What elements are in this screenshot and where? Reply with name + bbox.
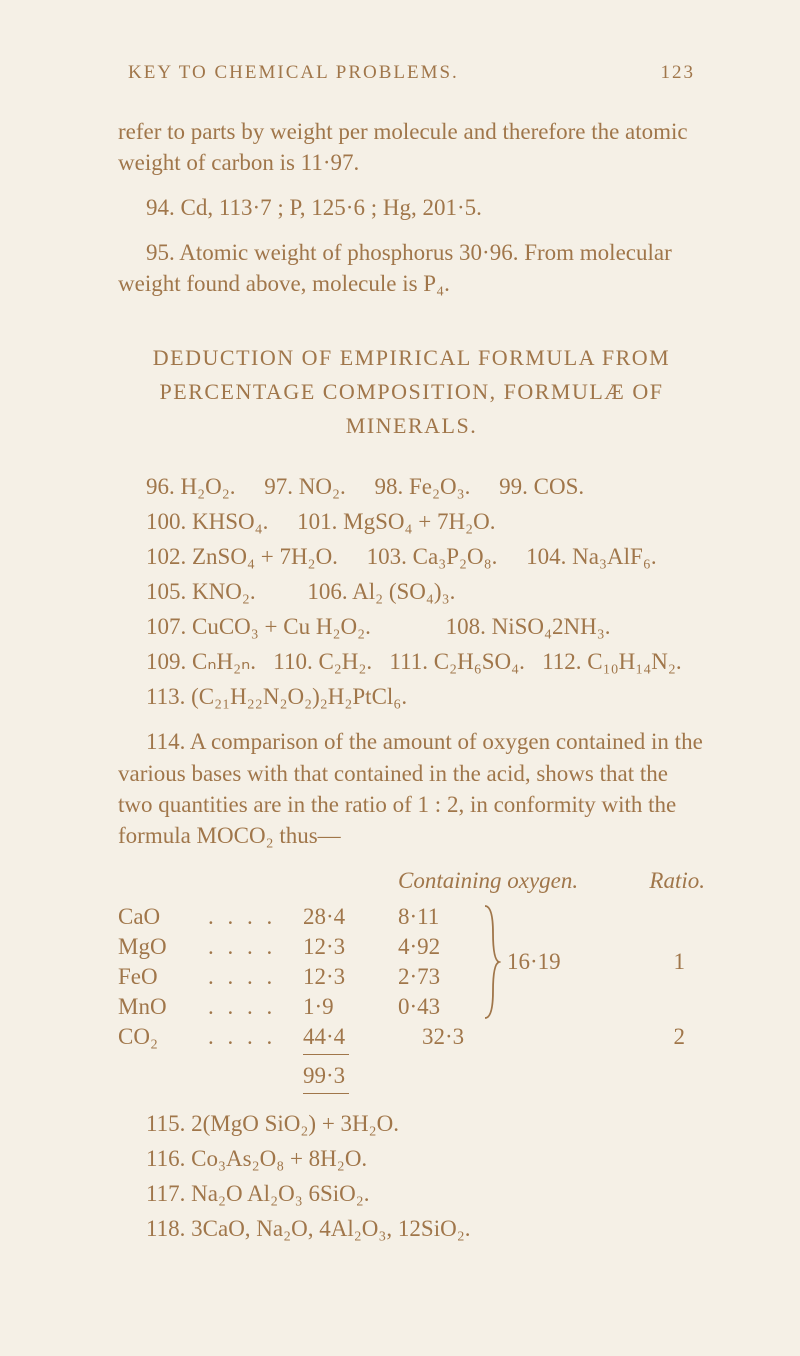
col-dots: . . . . bbox=[208, 1022, 303, 1052]
cell-v2: 32·3 bbox=[398, 1022, 483, 1052]
col-name: CaO MgO FeO MnO bbox=[118, 902, 208, 1022]
intro-p1: refer to parts by weight per molecule an… bbox=[118, 116, 705, 178]
col-brace-empty bbox=[483, 1022, 503, 1052]
cell-ratio: 2 bbox=[674, 1022, 686, 1052]
cell-dots: . . . . bbox=[208, 902, 303, 932]
underlined-value: 44·4 bbox=[303, 1022, 349, 1055]
formula-line: 102. ZnSO₄ + 7H₂O. 103. Ca₃P₂O₈. 104. Na… bbox=[118, 541, 705, 572]
cell-name: MgO bbox=[118, 932, 208, 962]
col-val3-empty bbox=[503, 1022, 587, 1052]
col-val1: 28·4 12·3 12·3 1·9 bbox=[303, 902, 388, 1022]
col-empty bbox=[118, 1060, 208, 1094]
footer-list: 115. 2(MgO SiO₂) + 3H₂O. 116. Co₃As₂O₈ +… bbox=[118, 1108, 705, 1244]
cell-v1: 28·4 bbox=[303, 902, 388, 932]
cell-v2: 4·92 bbox=[398, 932, 483, 962]
formula-line: 109. CₙH₂ₙ. 110. C₂H₂. 111. C₂H₆SO₄. 112… bbox=[118, 646, 705, 677]
col-brace-value: 16·19 bbox=[503, 902, 587, 1022]
cell-dots: . . . . bbox=[208, 962, 303, 992]
table-body-top: CaO MgO FeO MnO . . . . . . . . . . . . … bbox=[118, 902, 705, 1022]
underlined-sum: 99·3 bbox=[303, 1060, 349, 1094]
running-head: KEY TO CHEMICAL PROBLEMS. 123 bbox=[118, 60, 705, 86]
cell-v2: 8·11 bbox=[398, 902, 483, 932]
cell-name: CO₂ bbox=[118, 1022, 208, 1052]
footer-line: 116. Co₃As₂O₈ + 8H₂O. bbox=[118, 1143, 705, 1174]
cell-name: MnO bbox=[118, 992, 208, 1022]
oxygen-table: Containing oxygen. Ratio. CaO MgO FeO Mn… bbox=[118, 865, 705, 1094]
footer-line: 117. Na₂O Al₂O₃ 6SiO₂. bbox=[118, 1178, 705, 1209]
para-114: 114. A comparison of the amount of oxyge… bbox=[118, 726, 705, 850]
table-body-sum: 99·3 bbox=[118, 1060, 705, 1094]
col-val1: 44·4 bbox=[303, 1022, 388, 1052]
header-ratio: Ratio. bbox=[615, 865, 705, 896]
cell-name: FeO bbox=[118, 962, 208, 992]
table-header: Containing oxygen. Ratio. bbox=[118, 865, 705, 896]
header-spacer bbox=[118, 865, 388, 896]
cell-v1: 12·3 bbox=[303, 962, 388, 992]
footer-line: 115. 2(MgO SiO₂) + 3H₂O. bbox=[118, 1108, 705, 1139]
formula-line: 100. KHSO₄. 101. MgSO₄ + 7H₂O. bbox=[118, 506, 705, 537]
col-name: CO₂ bbox=[118, 1022, 208, 1052]
formula-line: 96. H₂O₂. 97. NO₂. 98. Fe₂O₃. 99. COS. bbox=[118, 471, 705, 502]
formula-line: 113. (C₂₁H₂₂N₂O₂)₂H₂PtCl₆. bbox=[118, 681, 705, 712]
col-dots: . . . . . . . . . . . . . . . . bbox=[208, 902, 303, 1022]
cell-v1: 1·9 bbox=[303, 992, 388, 1022]
col-ratio: 2 bbox=[587, 1022, 705, 1052]
page: KEY TO CHEMICAL PROBLEMS. 123 refer to p… bbox=[0, 0, 800, 1356]
cell-v2: 2·73 bbox=[398, 962, 483, 992]
col-brace-ratio: 1 bbox=[587, 902, 705, 1022]
cell-v1: 44·4 bbox=[303, 1022, 388, 1052]
brace-icon bbox=[483, 904, 501, 1020]
section-title: DEDUCTION OF EMPIRICAL FORMULA FROM PERC… bbox=[118, 341, 705, 443]
table-body-co2: CO₂ . . . . 44·4 32·3 2 bbox=[118, 1022, 705, 1052]
formula-line: 107. CuCO₃ + Cu H₂O₂. 108. NiSO₄2NH₃. bbox=[118, 611, 705, 642]
col-sum: 99·3 bbox=[303, 1060, 388, 1094]
intro-p2: 94. Cd, 113·7 ; P, 125·6 ; Hg, 201·5. bbox=[118, 192, 705, 223]
cell-name: CaO bbox=[118, 902, 208, 932]
cell-dots: . . . . bbox=[208, 932, 303, 962]
header-containing: Containing oxygen. bbox=[388, 865, 615, 896]
col-empty bbox=[208, 1060, 303, 1094]
footer-line: 118. 3CaO, Na₂O, 4Al₂O₃, 12SiO₂. bbox=[118, 1213, 705, 1244]
formula-list: 96. H₂O₂. 97. NO₂. 98. Fe₂O₃. 99. COS. 1… bbox=[118, 471, 705, 712]
page-number: 123 bbox=[661, 60, 696, 86]
cell-dots: . . . . bbox=[208, 992, 303, 1022]
formula-line: 105. KNO₂. 106. Al₂ (SO₄)₃. bbox=[118, 576, 705, 607]
running-title: KEY TO CHEMICAL PROBLEMS. bbox=[128, 60, 459, 86]
col-val2: 32·3 bbox=[388, 1022, 483, 1052]
cell-v1: 12·3 bbox=[303, 932, 388, 962]
cell-v2: 0·43 bbox=[398, 992, 483, 1022]
col-brace bbox=[483, 902, 503, 1022]
col-val2: 8·11 4·92 2·73 0·43 bbox=[388, 902, 483, 1022]
cell-dots: . . . . bbox=[208, 1022, 303, 1052]
intro-p3: 95. Atomic weight of phosphorus 30·96. F… bbox=[118, 237, 705, 299]
